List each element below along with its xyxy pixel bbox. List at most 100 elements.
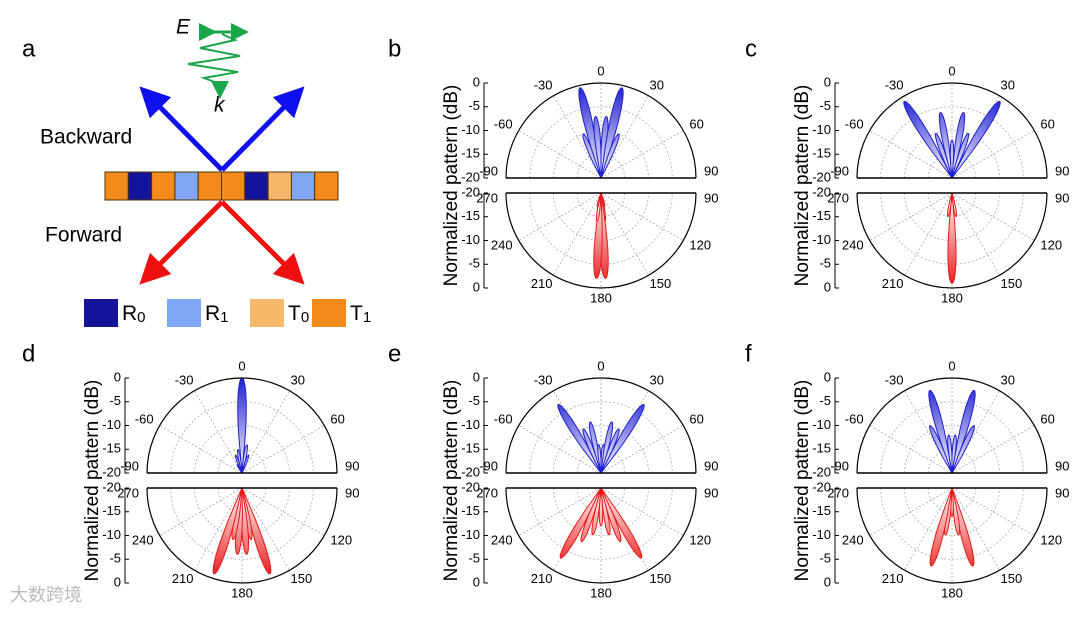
angle-label: 0 [238,358,245,373]
lobe [949,139,955,179]
lobe [591,487,602,536]
angle-label: 210 [882,276,904,291]
lobe [596,192,602,208]
y-tick-label: 0 [824,369,831,384]
lobe [947,192,957,284]
arrow [139,200,224,285]
wave [187,33,241,85]
angle-label: 240 [491,532,513,547]
angle-label: 180 [941,585,963,600]
angle-label: 150 [291,571,313,586]
outer-arc [146,487,338,584]
y-tick-label: -5 [468,98,480,113]
arrow [220,200,305,285]
y-tick-label: 0 [473,279,480,294]
angle-label: 90 [704,458,718,473]
angle-label: 60 [689,411,703,426]
y-tick-label: -15 [461,208,480,223]
panel-label: c [745,35,757,62]
legend-swatch [84,299,118,327]
angle-label: 0 [948,358,955,373]
y-tick-label: -5 [819,256,831,271]
grid-ring [529,106,673,179]
letter: R [122,302,137,325]
y-tick-label: -5 [109,393,121,408]
lobe [947,434,953,474]
angle-label: 120 [1040,237,1062,252]
y-tick-label: -20 [461,169,480,184]
lobe [600,487,622,543]
lobe [951,100,1001,179]
y-tick-label: -20 [461,479,480,494]
grid-spoke [241,390,290,474]
lobe [593,115,602,179]
lobe [951,487,975,567]
legend-label: T1 [350,302,371,326]
legend-swatch [167,299,201,327]
angle-label: -30 [534,373,553,388]
y-axis-label: Normalized pattern (dB) [441,85,462,287]
y-axis-label: Normalized pattern (dB) [792,380,813,582]
letter: R [205,302,220,325]
outer-arc [505,377,697,474]
lobe [600,487,611,536]
lobe [212,487,243,575]
y-tick-label: -10 [461,527,480,542]
angle-label: 180 [941,290,963,305]
cell [127,171,153,201]
angle-label: 180 [231,585,253,600]
polar-chart: b Normalized pattern (dB) -90 -60 -30 0 30 60 90… [388,35,718,305]
angle-label: 90 [704,485,718,500]
subscript: 1 [220,309,228,326]
grid-ring [170,401,314,474]
y-tick-label: -20 [812,169,831,184]
grid-ring [529,192,673,265]
angle-label: 150 [650,571,672,586]
y-tick-label: -5 [468,551,480,566]
lobe [582,428,602,474]
angle-label: 270 [827,485,849,500]
grid-ring [880,106,1024,179]
angle-label: 0 [948,63,955,78]
panel-a: a E k Backward Forward R0 R1 T0 T1 [22,16,371,327]
subscript: 0 [301,309,309,326]
outer-arc [505,82,697,179]
forward-label: Forward [45,224,122,247]
angle-label: 30 [650,78,664,93]
lobe [951,487,961,536]
angle-label: 0 [597,358,604,373]
lobe [557,404,602,474]
angle-label: -90 [830,163,849,178]
y-tick-label: -10 [461,122,480,137]
grid-spoke [951,192,1000,276]
angle-label: 0 [597,63,604,78]
outer-arc [146,377,338,474]
y-tick-label: -15 [461,441,480,456]
angle-label: 210 [531,571,553,586]
angle-label: 60 [689,116,703,131]
grid-ring [529,401,673,474]
lobe [241,444,248,474]
angle-label: 210 [882,571,904,586]
y-axis-label: Normalized pattern (dB) [82,380,103,582]
y-tick-label: -10 [812,232,831,247]
lobe [951,425,975,474]
cell [244,171,269,201]
lobe [951,434,957,474]
cell [151,171,176,201]
y-tick-label: 0 [824,574,831,589]
panel-label: a [22,35,36,62]
grid-ring [194,425,290,474]
backward-label: Backward [40,126,132,149]
y-tick-label: -15 [812,441,831,456]
lobe [934,132,953,179]
angle-label: 60 [1040,116,1054,131]
y-tick-label: -5 [819,551,831,566]
angle-label: 60 [330,411,344,426]
lobe [593,192,603,279]
grid-ring [194,487,290,536]
polar-chart: d Normalized pattern (dB) -90 -60 -30 0 30 60 90… [22,340,359,600]
y-tick-label: -15 [102,503,121,518]
arrow [220,86,305,172]
